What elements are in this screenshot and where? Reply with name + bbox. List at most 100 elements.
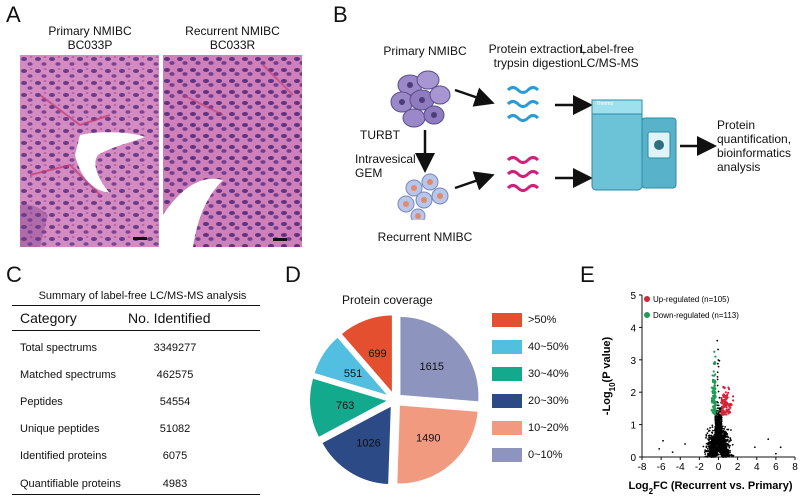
turbt-label: TURBT [360,128,400,142]
data-point [722,449,725,452]
labelfree-line1: Label-free [580,42,635,56]
recurrent-title-line2: BC033R [209,38,256,52]
data-point [716,444,719,446]
data-point [714,448,717,450]
data-point [708,429,711,432]
data-point [716,407,719,410]
data-point [716,450,719,453]
table-row-value: 54554 [159,396,191,408]
data-point [717,410,720,412]
down-regulated-point [710,409,714,412]
data-point [707,445,710,448]
data-point [731,443,734,446]
pie-slice-label: 1490 [416,432,440,444]
down-regulated-point [713,374,716,377]
data-point [716,378,719,381]
up-regulated-point [730,403,733,407]
data-point [707,452,709,455]
pie-slice [398,314,481,404]
up-regulated-point [728,411,732,414]
data-point [715,427,717,429]
pie-slice-label: 699 [368,348,386,360]
data-point [721,437,724,440]
legend-swatch [492,340,522,354]
down-regulated-point [713,379,716,382]
pie-slice [339,313,394,398]
down-regulated-point [712,390,715,394]
extraction-line2: trypsin digestion [493,56,581,70]
data-point [723,455,726,457]
data-point [725,450,728,453]
data-point [708,434,711,437]
primary-image-title: Primary NMIBC BC033P [20,24,160,52]
up-regulated-point [720,400,723,403]
up-regulated-point [727,386,730,389]
data-point [702,445,705,448]
up-regulated-point [722,393,726,396]
data-point [728,446,731,449]
data-point [724,449,726,451]
data-point [722,435,725,438]
data-point [725,448,728,450]
summary-table-title: Summary of label-free LC/MS-MS analysis [38,290,247,302]
col-header-category: Category [20,310,77,326]
data-point [715,452,718,455]
down-regulated-point [710,397,714,400]
legend-marker [644,312,650,318]
data-point [719,429,722,432]
data-point [722,434,725,437]
data-point [730,453,733,456]
down-regulated-point [713,406,716,409]
data-point [716,339,719,342]
up-regulated-point [724,410,727,413]
instrument-brand-label: Thermo [596,101,614,107]
extraction-label: Protein extraction, trypsin digestion [472,42,602,70]
data-point [753,446,756,449]
data-point [705,435,708,437]
primary-nmibc-label: Primary NMIBC [383,44,467,58]
legend-marker [644,296,650,302]
data-point [684,443,686,445]
data-point [711,426,714,429]
col-header-identified: No. Identified [128,310,211,326]
data-point [727,452,729,455]
data-point [723,451,726,454]
data-point [725,442,728,445]
down-regulated-point [714,408,717,411]
up-regulated-point [721,413,724,416]
data-point [717,365,720,368]
down-regulated-point [713,410,716,413]
up-regulated-point [720,396,723,400]
data-point [715,443,717,446]
data-point [718,437,721,439]
legend-label: >50% [528,314,557,326]
quant-line2: quantification, [717,132,792,146]
labelfree-line2: LC/MS-MS [580,56,639,70]
down-regulated-point [711,378,715,381]
table-row-value: 3349277 [153,342,197,354]
mass-spectrometer-icon [591,99,677,191]
data-point [718,448,721,451]
data-point [711,424,714,427]
data-point [721,451,723,453]
data-point [711,436,713,438]
data-point [711,438,714,441]
panel-letter-e: E [580,262,595,287]
table-row-value: 4983 [162,478,188,490]
data-point [774,452,777,455]
data-point [718,408,721,411]
data-point [718,443,721,445]
data-point [710,444,713,447]
data-point [719,416,722,418]
table-row-category: Total spectrums [20,342,98,354]
down-regulated-point [714,402,717,405]
legend-swatch [492,448,522,462]
data-point [723,428,726,430]
legend-label: 20~30% [528,395,569,407]
data-point [729,454,731,456]
up-regulated-point [724,395,727,398]
data-point [716,441,718,444]
data-point [718,396,721,399]
data-point [725,431,728,434]
quantification-label: Protein quantification, bioinformatics a… [717,118,807,174]
